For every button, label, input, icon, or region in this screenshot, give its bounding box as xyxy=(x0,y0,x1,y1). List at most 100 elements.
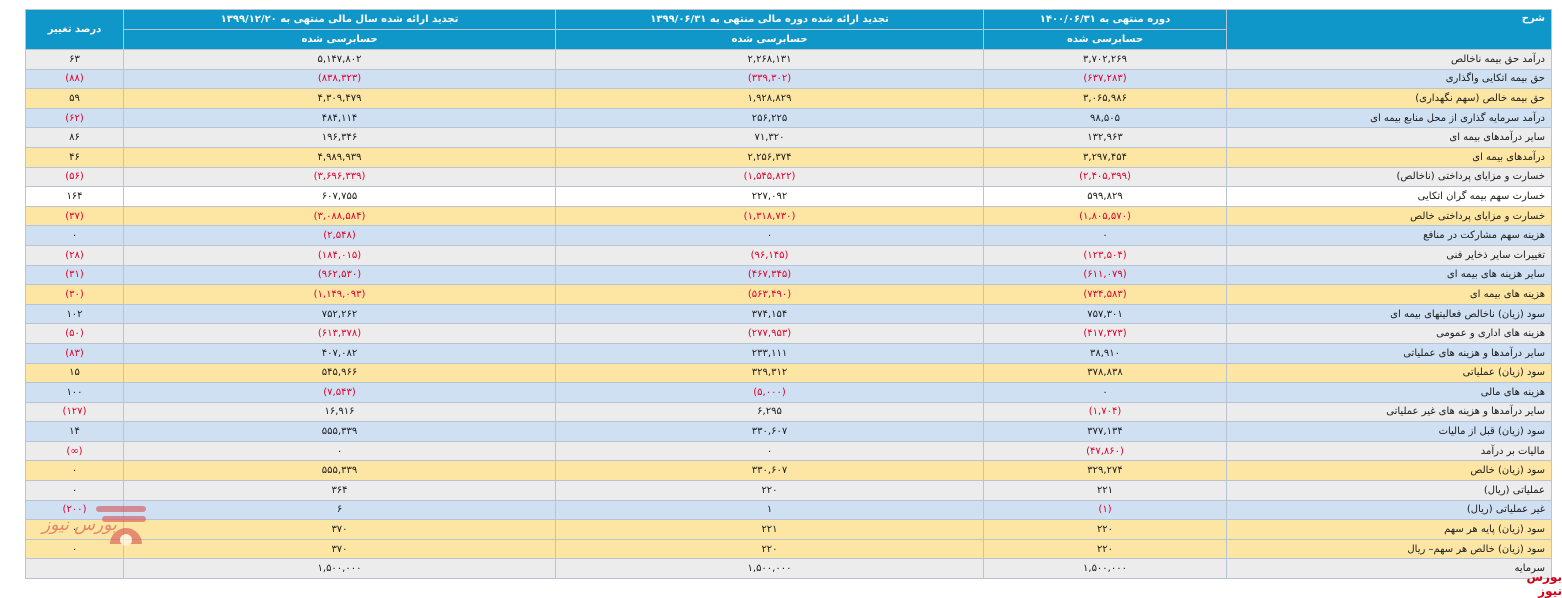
cell-change-percent: (۶۲) xyxy=(25,107,124,129)
row-label: هزینه های اداری و عمومی xyxy=(1226,323,1552,344)
cell-period-restated: ۶,۲۹۵ xyxy=(555,401,984,423)
table-row: خسارت سهم بیمه گران اتکایی ۵۹۹,۸۲۹ ۲۲۷,۰۹۲… xyxy=(25,186,1552,207)
table-row: سرمایه ۱,۵۰۰,۰۰۰ ۱,۵۰۰,۰۰۰ ۱,۵۰۰,۰۰۰ xyxy=(25,558,1552,580)
cell-change-percent: (۵۰) xyxy=(25,323,124,344)
row-label: حق بیمه خالص (سهم نگهداری) xyxy=(1226,88,1552,109)
cell-year-restated: ۳۶۴ xyxy=(123,480,556,501)
cell-period-restated: (۲۷۷,۹۵۳) xyxy=(555,323,984,344)
row-label: عملیاتی (ریال) xyxy=(1226,480,1552,501)
cell-period-restated: (۳۳۹,۳۰۲) xyxy=(555,68,984,90)
table-row: درآمدهای بیمه ای ۳,۲۹۷,۴۵۴ ۲,۲۵۶,۳۷۴ ۴,۹۸۹,… xyxy=(25,146,1552,168)
row-label: سود (زیان) پایه هر سهم xyxy=(1226,519,1552,540)
cell-change-percent: ۰ xyxy=(25,519,124,540)
cell-year-restated: (۹۶۲,۵۳۰) xyxy=(123,264,556,286)
cell-year-restated: ۴,۹۸۹,۹۳۹ xyxy=(123,146,556,168)
cell-period-restated: ۲۲۰ xyxy=(555,538,984,560)
cell-change-percent: ۰ xyxy=(25,225,124,246)
cell-change-percent: ۱۰۲ xyxy=(25,303,124,325)
watermark-logo: بورس نیوز xyxy=(40,500,150,556)
table-body: درآمد حق بیمه ناخالص ۳,۷۰۲,۲۶۹ ۲,۲۶۸,۱۳۱ ۵,… xyxy=(25,49,1552,580)
cell-year-restated: (۳,۰۸۸,۵۸۴) xyxy=(123,205,556,227)
cell-change-percent: ۰ xyxy=(25,538,124,560)
row-label: سود (زیان) عملیاتی xyxy=(1226,362,1552,384)
table-row: سود (زیان) پایه هر سهم ۲۲۰ ۲۲۱ ۳۷۰ ۰ xyxy=(25,519,1552,540)
cell-change-percent: (۸۸) xyxy=(25,68,124,90)
cell-year-restated: (۲,۵۴۸) xyxy=(123,225,556,246)
row-label: سایر درآمدها و هزینه های غیر عملیاتی xyxy=(1226,401,1552,423)
cell-period-restated: ۳۲۹,۳۱۲ xyxy=(555,362,984,384)
cell-year-restated: ۷۵۲,۲۶۲ xyxy=(123,303,556,325)
cell-period-current: ۱,۵۰۰,۰۰۰ xyxy=(983,558,1227,580)
cell-period-current: (۴۱۷,۳۷۳) xyxy=(983,323,1227,344)
cell-period-restated: (۹۶,۱۴۵) xyxy=(555,244,984,266)
cell-period-current: ۲۲۰ xyxy=(983,519,1227,540)
header-year-restated: تجدید ارائه شده سال مالی منتهی به ۱۳۹۹/۱… xyxy=(123,9,556,30)
table-row: هزینه سهم مشارکت در منافع ۰ ۰ (۲,۵۴۸) ۰ xyxy=(25,225,1552,246)
cell-year-restated: ۴۸۴,۱۱۴ xyxy=(123,107,556,129)
row-label: مالیات بر درآمد xyxy=(1226,440,1552,462)
financial-statement-table: شرح دوره منتهی به ۱۴۰۰/۰۶/۳۱ تجدید ارائه… xyxy=(25,9,1552,580)
cell-year-restated: ۵,۱۴۷,۸۰۲ xyxy=(123,49,556,70)
cell-period-restated: ۰ xyxy=(555,225,984,246)
cell-period-current: ۹۸,۵۰۵ xyxy=(983,107,1227,129)
cell-year-restated: ۶۰۷,۷۵۵ xyxy=(123,186,556,207)
table-row: سود (زیان) ناخالص فعالیتهای بیمه ای ۷۵۷,۳… xyxy=(25,303,1552,325)
cell-change-percent: ۰ xyxy=(25,460,124,482)
cell-change-percent: (۲۸) xyxy=(25,244,124,266)
cell-change-percent xyxy=(25,558,124,580)
row-label: خسارت و مزایای پرداختی (ناخالص) xyxy=(1226,166,1552,188)
cell-year-restated: ۵۴۵,۹۶۶ xyxy=(123,362,556,384)
cell-year-restated: ۱۹۶,۳۴۶ xyxy=(123,127,556,148)
row-label: درآمدهای بیمه ای xyxy=(1226,146,1552,168)
row-label: درآمد حق بیمه ناخالص xyxy=(1226,49,1552,70)
cell-period-current: (۱,۷۰۴) xyxy=(983,401,1227,423)
table-row: درآمد سرمایه گذاری از محل منابع بیمه ای ۹… xyxy=(25,107,1552,129)
cell-change-percent: ۵۹ xyxy=(25,88,124,109)
cell-period-restated: (۵,۰۰۰) xyxy=(555,382,984,403)
header-period-restated: تجدید ارائه شده دوره مالی منتهی به ۱۳۹۹/… xyxy=(555,9,984,30)
cell-period-restated: ۳۳۰,۶۰۷ xyxy=(555,421,984,442)
cell-period-current: (۶۱۱,۰۷۹) xyxy=(983,264,1227,286)
cell-year-restated: (۱,۱۴۹,۰۹۳) xyxy=(123,284,556,305)
table-row: تغییرات سایر ذخایر فنی (۱۲۳,۵۰۴) (۹۶,۱۴۵)(… xyxy=(25,244,1552,266)
row-label: سایر درآمدها و هزینه های عملیاتی xyxy=(1226,342,1552,364)
table-row: حق بیمه خالص (سهم نگهداری) ۳,۰۶۵,۹۸۶ ۱,۹۲۸… xyxy=(25,88,1552,109)
cell-period-restated: ۳۳۰,۶۰۷ xyxy=(555,460,984,482)
table-row: هزینه های مالی ۰ (۵,۰۰۰) (۷,۵۴۳) ۱۰۰ xyxy=(25,382,1552,403)
cell-year-restated: (۱۸۴,۰۱۵) xyxy=(123,244,556,266)
cell-period-current: ۵۹۹,۸۲۹ xyxy=(983,186,1227,207)
cell-period-current: (۷۳۴,۵۸۳) xyxy=(983,284,1227,305)
table-row: حق بیمه اتکایی واگذاری (۶۳۷,۲۸۳) (۳۳۹,۳۰۲)… xyxy=(25,68,1552,90)
table-row: سایر درآمدهای بیمه ای ۱۳۲,۹۶۳ ۷۱,۳۲۰ ۱۹۶,۳۴… xyxy=(25,127,1552,148)
cell-period-restated: ۲۵۶,۲۲۵ xyxy=(555,107,984,129)
table-row: خسارت و مزایای پرداختی خالص (۱,۸۰۵,۵۷۰) (۱… xyxy=(25,205,1552,227)
cell-change-percent: ۸۶ xyxy=(25,127,124,148)
cell-year-restated: (۷,۵۴۳) xyxy=(123,382,556,403)
cell-period-current: ۰ xyxy=(983,225,1227,246)
header-audited-2: حسابرسی شده xyxy=(555,29,984,50)
cell-period-restated: ۲۲۰ xyxy=(555,480,984,501)
cell-change-percent: (۲۰۰) xyxy=(25,499,124,521)
cell-year-restated: (۳,۶۹۶,۳۳۹) xyxy=(123,166,556,188)
table-row: مالیات بر درآمد (۴۷,۸۶۰) ۰ ۰ (∞) xyxy=(25,440,1552,462)
cell-year-restated: ۰ xyxy=(123,440,556,462)
cell-period-current: (۱) xyxy=(983,499,1227,521)
cell-period-current: ۰ xyxy=(983,382,1227,403)
cell-period-restated: ۱ xyxy=(555,499,984,521)
cell-change-percent: ۱۰۰ xyxy=(25,382,124,403)
cell-period-current: ۷۵۷,۳۰۱ xyxy=(983,303,1227,325)
cell-period-current: ۳۸,۹۱۰ xyxy=(983,342,1227,364)
cell-period-current: (۶۳۷,۲۸۳) xyxy=(983,68,1227,90)
row-label: غیر عملیاتی (ریال) xyxy=(1226,499,1552,521)
cell-period-restated: ۰ xyxy=(555,440,984,462)
cell-change-percent: (۵۶) xyxy=(25,166,124,188)
table-row: هزینه های اداری و عمومی (۴۱۷,۳۷۳) (۲۷۷,۹۵۳… xyxy=(25,323,1552,344)
row-label: سایر درآمدهای بیمه ای xyxy=(1226,127,1552,148)
cell-change-percent: ۱۵ xyxy=(25,362,124,384)
cell-year-restated: ۵۵۵,۳۳۹ xyxy=(123,460,556,482)
cell-period-restated: (۵۶۳,۴۹۰) xyxy=(555,284,984,305)
cell-period-current: (۱۲۳,۵۰۴) xyxy=(983,244,1227,266)
row-label: سود (زیان) قبل از مالیات xyxy=(1226,421,1552,442)
cell-year-restated: ۳۷۰ xyxy=(123,519,556,540)
header-audited-3: حسابرسی شده xyxy=(123,29,556,50)
